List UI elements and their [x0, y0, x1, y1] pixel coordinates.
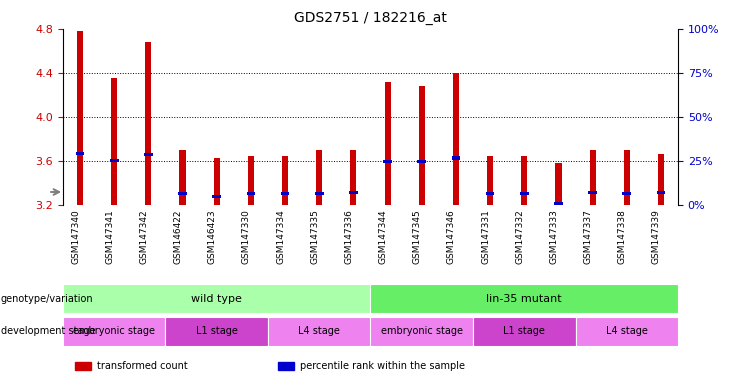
Text: GSM147341: GSM147341 [105, 209, 114, 264]
Text: transformed count: transformed count [97, 361, 187, 371]
Text: GSM147340: GSM147340 [71, 209, 80, 264]
Bar [486, 192, 494, 195]
Text: GSM147334: GSM147334 [276, 209, 285, 264]
Bar [165, 316, 268, 346]
Text: lin-35 mutant: lin-35 mutant [486, 293, 562, 304]
Text: embryonic stage: embryonic stage [381, 326, 462, 336]
Bar [520, 192, 528, 195]
Text: L1 stage: L1 stage [503, 326, 545, 336]
Text: GSM147346: GSM147346 [447, 209, 456, 264]
Text: L4 stage: L4 stage [299, 326, 340, 336]
Text: percentile rank within the sample: percentile rank within the sample [300, 361, 465, 371]
Text: embryonic stage: embryonic stage [73, 326, 155, 336]
Text: GSM147337: GSM147337 [584, 209, 593, 264]
Bar [658, 154, 664, 205]
Bar [63, 284, 370, 313]
Bar [179, 150, 186, 205]
Bar [281, 192, 289, 195]
Bar [487, 156, 494, 205]
Bar [657, 190, 665, 194]
Title: GDS2751 / 182216_at: GDS2751 / 182216_at [294, 11, 447, 25]
Bar [268, 316, 370, 346]
Text: GSM146422: GSM146422 [173, 209, 182, 264]
Text: GSM147344: GSM147344 [379, 209, 388, 264]
Bar [77, 31, 83, 205]
Bar [247, 192, 255, 195]
Bar [316, 150, 322, 205]
Text: development stage: development stage [1, 326, 96, 336]
Bar [383, 160, 392, 163]
Bar [63, 316, 165, 346]
Bar [624, 150, 630, 205]
Bar [521, 156, 528, 205]
Text: GSM146423: GSM146423 [207, 209, 216, 264]
Bar [555, 164, 562, 205]
Bar [588, 190, 597, 194]
Text: L1 stage: L1 stage [196, 326, 238, 336]
Bar [179, 192, 187, 195]
Bar [370, 316, 473, 346]
Bar [419, 86, 425, 205]
Bar [144, 153, 153, 156]
Bar [349, 190, 358, 194]
Bar [385, 82, 391, 205]
Text: GSM147345: GSM147345 [413, 209, 422, 264]
Text: GSM147342: GSM147342 [139, 209, 148, 264]
Bar [590, 150, 596, 205]
Text: GSM147335: GSM147335 [310, 209, 319, 264]
Text: GSM147330: GSM147330 [242, 209, 251, 264]
Text: GSM147336: GSM147336 [345, 209, 353, 264]
Bar [247, 156, 254, 205]
Bar [76, 362, 90, 370]
Text: GSM147332: GSM147332 [515, 209, 524, 264]
Bar [76, 152, 84, 155]
Text: GSM147331: GSM147331 [481, 209, 490, 264]
Text: GSM147338: GSM147338 [618, 209, 627, 264]
Bar [473, 316, 576, 346]
Text: GSM147339: GSM147339 [652, 209, 661, 264]
Bar [370, 284, 678, 313]
Bar [350, 150, 356, 205]
Text: wild type: wild type [191, 293, 242, 304]
Bar [554, 202, 562, 205]
Bar [453, 73, 459, 205]
Text: genotype/variation: genotype/variation [1, 293, 93, 304]
Text: L4 stage: L4 stage [606, 326, 648, 336]
Bar [622, 192, 631, 195]
Bar [315, 192, 324, 195]
Bar [145, 42, 151, 205]
Bar [282, 156, 288, 205]
Bar [452, 156, 460, 160]
Bar [576, 316, 678, 346]
Bar [110, 159, 119, 162]
Bar [111, 78, 117, 205]
Bar [213, 195, 221, 198]
Text: GSM147333: GSM147333 [549, 209, 559, 264]
Bar [213, 158, 220, 205]
Bar [417, 160, 426, 163]
Bar [279, 362, 293, 370]
